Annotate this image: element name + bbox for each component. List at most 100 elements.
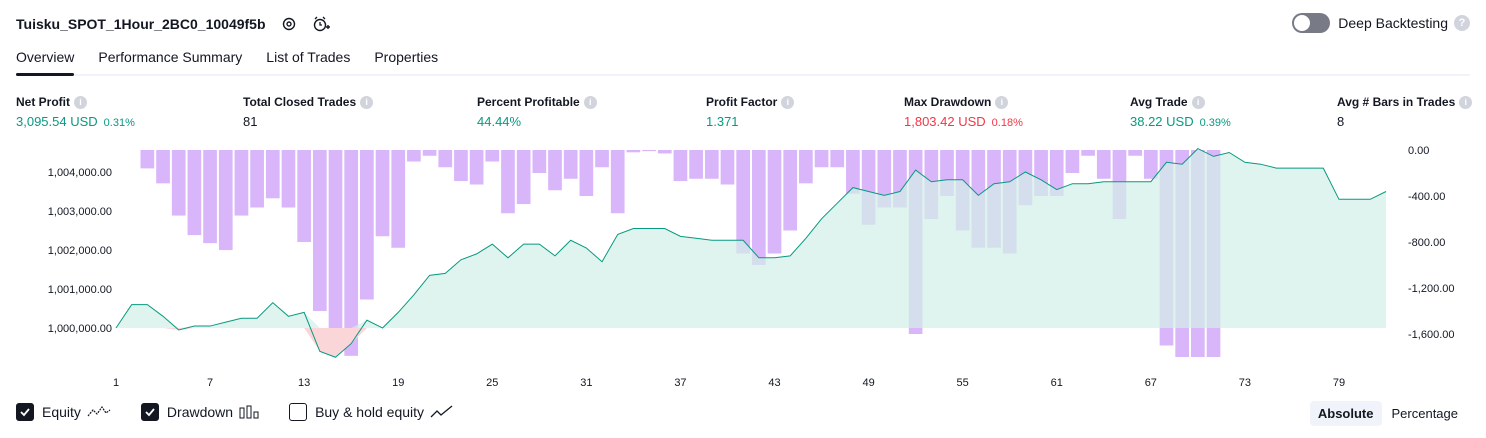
x-axis-tick: 7 [207, 377, 213, 389]
x-axis-tick: 1 [113, 377, 119, 389]
drawdown-bar [877, 150, 892, 208]
drawdown-bar [218, 150, 233, 251]
equity-line-icon [87, 404, 111, 420]
drawdown-bar [171, 150, 186, 216]
info-icon[interactable]: i [360, 95, 374, 109]
value-mode-switch: Absolute Percentage [1308, 401, 1466, 426]
buy-hold-checkbox[interactable] [289, 403, 308, 421]
drawdown-legend-label: Drawdown [166, 404, 234, 420]
drawdown-bar [375, 150, 390, 237]
x-axis-tick: 55 [957, 377, 969, 389]
drawdown-bar [485, 150, 500, 162]
tab-list-of-trades[interactable]: List of Trades [266, 49, 351, 65]
info-icon[interactable]: i [74, 95, 87, 109]
drawdown-bar [360, 150, 374, 300]
right-axis-tick: -400.00 [1408, 191, 1445, 203]
absolute-button[interactable]: Absolute [1309, 401, 1382, 426]
alarm-clock-plus-icon[interactable] [312, 15, 330, 33]
x-axis-tick: 25 [486, 377, 498, 389]
drawdown-bar [830, 150, 845, 168]
info-icon[interactable]: i [583, 95, 597, 109]
drawdown-bar [187, 150, 202, 236]
drawdown-bar [704, 150, 719, 179]
info-icon[interactable]: i [1459, 95, 1473, 109]
equity-drawdown-chart[interactable]: 1,004,000.00 1,003,000.00 1,002,000.00 1,00… [0, 140, 1486, 398]
drawdown-bar [1143, 150, 1158, 179]
metric-label: Avg Trade [1130, 95, 1188, 109]
drawdown-bar [438, 150, 453, 168]
drawdown-bar [752, 150, 766, 265]
percentage-button[interactable]: Percentage [1391, 406, 1459, 421]
left-axis-tick: 1,000,000.00 [48, 323, 112, 335]
equity-area [116, 148, 1386, 328]
buy-hold-legend-label: Buy & hold equity [315, 404, 425, 420]
drawdown-bar [469, 150, 484, 185]
metric-label: Total Closed Trades [243, 95, 357, 109]
drawdown-checkbox[interactable] [140, 403, 159, 421]
help-icon[interactable]: ? [1454, 15, 1470, 31]
x-axis-tick: 43 [768, 377, 780, 389]
tab-properties[interactable]: Properties [374, 49, 439, 65]
drawdown-bar [454, 150, 468, 182]
tab-performance-summary[interactable]: Performance Summary [98, 49, 243, 65]
equity-line [115, 147, 1387, 358]
drawdown-bar [312, 150, 327, 311]
info-icon[interactable]: i [781, 95, 795, 109]
metric-percent: 0.18% [991, 117, 1023, 129]
metric-total-closed-trades: Total Closed Trades i 81 [243, 94, 374, 130]
drawdown-bar [720, 150, 735, 185]
equity-checkbox[interactable] [16, 403, 34, 421]
drawdown-bar [626, 150, 641, 153]
metric-percent: 0.31% [103, 117, 135, 129]
metric-value: 44.44% [477, 114, 522, 129]
drawdown-bar [736, 150, 750, 254]
metric-value: 8 [1337, 114, 1345, 129]
drawdown-bar [1081, 150, 1095, 156]
tab-overview[interactable]: Overview [16, 46, 75, 76]
report-tabs: Overview Performance Summary List of Tra… [16, 46, 1470, 76]
drawdown-bar [799, 150, 813, 184]
deep-backtesting-toggle[interactable] [1292, 13, 1331, 33]
drawdown-bar [1096, 150, 1111, 179]
drawdown-bar [767, 150, 782, 254]
drawdown-bar [783, 150, 798, 231]
x-axis-tick: 67 [1145, 377, 1157, 389]
drawdown-bar [265, 150, 280, 199]
info-icon[interactable]: i [995, 95, 1009, 109]
drawdown-bar [501, 150, 515, 214]
drawdown-bar [281, 150, 296, 208]
metric-value: 1,803.42 USD [904, 114, 986, 129]
drawdown-bar [516, 150, 531, 205]
x-axis-tick: 79 [1333, 377, 1345, 389]
metric-value: 1.371 [706, 114, 739, 129]
left-axis-tick: 1,004,000.00 [48, 167, 112, 179]
strategy-title: Tuisku_SPOT_1Hour_2BC0_10049f5b [16, 16, 266, 32]
right-axis-tick: -800.00 [1408, 237, 1445, 249]
drawdown-bar [156, 150, 170, 184]
x-axis-tick: 13 [298, 377, 310, 389]
metric-profit-factor: Profit Factor i 1.371 [706, 94, 795, 130]
drawdown-bar [297, 150, 311, 242]
drawdown-bar [250, 150, 264, 208]
legend-equity[interactable]: Equity [16, 403, 111, 421]
chart-legend: Equity Drawdown Buy & hold equity [16, 403, 484, 421]
drawdown-bar [689, 150, 703, 179]
right-axis-tick: 0.00 [1408, 145, 1429, 157]
trend-line-icon [430, 404, 454, 420]
drawdown-bar [407, 150, 421, 162]
drawdown-bar [657, 150, 672, 154]
info-icon[interactable]: i [1191, 95, 1205, 109]
drawdown-bar [1049, 150, 1064, 196]
bar-chart-icon [239, 404, 259, 420]
drawdown-bar [595, 150, 609, 168]
metric-avg-trade: Avg Trade i 38.22 USD 0.39% [1130, 94, 1231, 130]
legend-buy-hold-equity[interactable]: Buy & hold equity [289, 403, 454, 421]
drawdown-bar [234, 150, 249, 216]
metric-value: 3,095.54 USD [16, 114, 98, 129]
drawdown-bar [579, 150, 594, 196]
metric-label: Profit Factor [706, 95, 778, 109]
drawdown-bar [140, 150, 155, 169]
gear-icon[interactable] [280, 15, 298, 33]
legend-drawdown[interactable]: Drawdown [140, 403, 259, 421]
metric-value: 38.22 USD [1130, 114, 1194, 129]
